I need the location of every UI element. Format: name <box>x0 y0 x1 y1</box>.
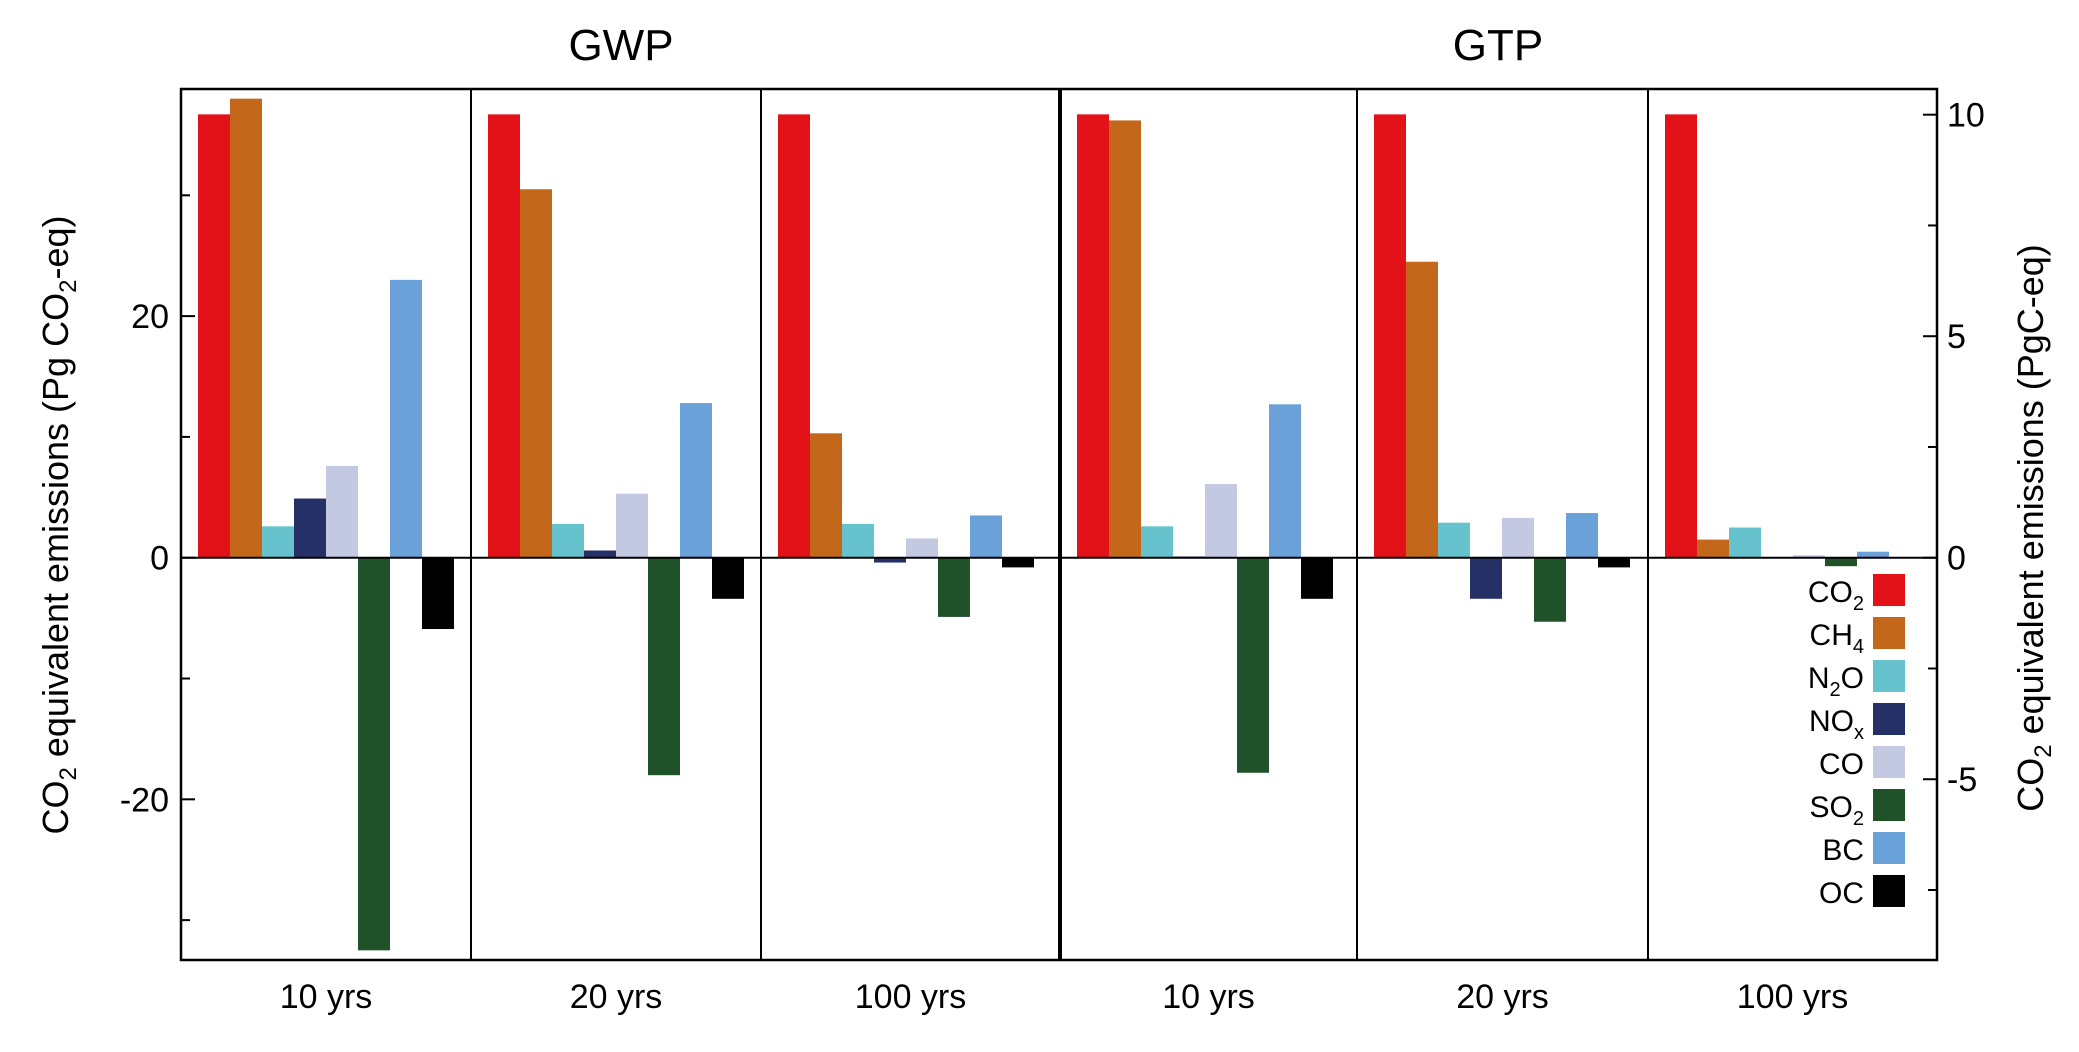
bar-gtp-10yrs-oc <box>1301 557 1333 599</box>
bar-gtp-20yrs-co <box>1502 517 1534 558</box>
right-axis-label: CO2 equivalent emissions (PgC-eq) <box>2010 244 2057 812</box>
bar-gwp-10yrs-ch4 <box>230 98 262 558</box>
legend-swatch <box>1873 789 1905 821</box>
legend-swatch <box>1873 832 1905 864</box>
bars-layer <box>198 98 1889 951</box>
bar-gtp-10yrs-bc <box>1269 404 1301 558</box>
right-tick-label: 0 <box>1947 540 1966 578</box>
bar-gwp-100yrs-ch4 <box>810 433 842 558</box>
legend-swatch <box>1873 703 1905 735</box>
bar-gwp-10yrs-bc <box>390 279 422 558</box>
legend-label: BC <box>1822 834 1864 867</box>
bar-gtp-10yrs-co2 <box>1077 114 1109 558</box>
bar-gtp-100yrs-bc <box>1857 551 1889 558</box>
bar-gwp-10yrs-n2o <box>262 526 294 558</box>
frame-layer <box>179 87 1939 962</box>
bar-gtp-100yrs-co2 <box>1665 114 1697 558</box>
bar-gwp-10yrs-oc <box>422 557 454 629</box>
bar-gtp-10yrs-co <box>1205 484 1237 558</box>
bar-gtp-10yrs-n2o <box>1141 526 1173 558</box>
plot-frame <box>179 87 1939 962</box>
right-tick-label: -5 <box>1947 761 1977 799</box>
bar-gtp-100yrs-n2o <box>1729 527 1761 558</box>
bar-gwp-100yrs-nox <box>874 557 906 563</box>
bar-gtp-20yrs-ch4 <box>1406 261 1438 558</box>
legend-swatch <box>1873 574 1905 606</box>
left-axis-label: CO2 equivalent emissions (Pg CO2-eq) <box>35 216 82 835</box>
group-title-gwp: GWP <box>568 21 673 70</box>
legend-label: NOx <box>1809 705 1864 744</box>
bar-gwp-100yrs-n2o <box>842 523 874 558</box>
titles-layer: GWP 10 yrs 20 yrs 100 yrs GTP 10 yrs 20 yrs 100… <box>280 21 1849 1016</box>
bar-gwp-10yrs-co2 <box>198 114 230 558</box>
legend: CO2 CH4 N2O NOx CO SO2 BC OC <box>1808 574 1905 910</box>
bar-gwp-100yrs-oc <box>1002 557 1034 568</box>
bar-gwp-20yrs-oc <box>712 557 744 599</box>
group-title-gtp: GTP <box>1453 21 1543 70</box>
legend-label: OC <box>1819 877 1864 910</box>
legend-label: CH4 <box>1810 619 1864 658</box>
bar-gwp-20yrs-n2o <box>552 523 584 558</box>
legend-label: SO2 <box>1810 791 1864 830</box>
bar-gtp-10yrs-ch4 <box>1109 120 1141 558</box>
bar-gwp-10yrs-co <box>326 465 358 558</box>
legend-swatch <box>1873 617 1905 649</box>
axes-layer: 20 0 -20 10 5 0 -5 CO2 equivalent emissions (Pg… <box>35 97 2057 922</box>
left-tick-label: 20 <box>131 298 169 336</box>
legend-swatch <box>1873 660 1905 692</box>
bar-gwp-100yrs-so2 <box>938 557 970 617</box>
legend-label: N2O <box>1808 662 1864 701</box>
legend-swatch <box>1873 746 1905 778</box>
bar-gtp-20yrs-nox <box>1470 557 1502 599</box>
panel-label: 10 yrs <box>1162 978 1255 1016</box>
legend-label: CO2 <box>1808 576 1864 615</box>
bar-gwp-20yrs-ch4 <box>520 189 552 558</box>
bar-gtp-100yrs-ch4 <box>1697 539 1729 558</box>
left-tick-label: -20 <box>120 781 169 819</box>
bar-gwp-100yrs-co <box>906 538 938 558</box>
right-tick-label: 10 <box>1947 97 1985 135</box>
legend-label: CO <box>1819 748 1864 781</box>
bar-gtp-20yrs-so2 <box>1534 557 1566 622</box>
bar-gwp-100yrs-bc <box>970 515 1002 558</box>
bar-gtp-20yrs-co2 <box>1374 114 1406 558</box>
bar-gwp-20yrs-co2 <box>488 114 520 558</box>
panel-label: 100 yrs <box>1737 978 1849 1016</box>
bar-gwp-100yrs-co2 <box>778 114 810 558</box>
bar-gwp-20yrs-nox <box>584 550 616 558</box>
bar-gtp-10yrs-so2 <box>1237 557 1269 773</box>
bar-gtp-100yrs-co <box>1793 555 1825 558</box>
left-tick-label: 0 <box>150 540 169 578</box>
bar-gwp-20yrs-bc <box>680 403 712 558</box>
panel-label: 20 yrs <box>570 978 663 1016</box>
panel-label: 20 yrs <box>1456 978 1549 1016</box>
bar-gwp-20yrs-co <box>616 493 648 558</box>
bar-gtp-100yrs-so2 <box>1825 557 1857 567</box>
bar-gtp-20yrs-bc <box>1566 513 1598 558</box>
bar-gtp-20yrs-n2o <box>1438 522 1470 558</box>
bar-gwp-20yrs-so2 <box>648 557 680 776</box>
right-tick-label: 5 <box>1947 318 1966 356</box>
legend-swatch <box>1873 875 1905 907</box>
bar-gwp-10yrs-so2 <box>358 557 390 951</box>
panel-label: 10 yrs <box>280 978 373 1016</box>
bar-gwp-10yrs-nox <box>294 498 326 558</box>
bar-gtp-20yrs-oc <box>1598 557 1630 568</box>
panel-label: 100 yrs <box>855 978 967 1016</box>
